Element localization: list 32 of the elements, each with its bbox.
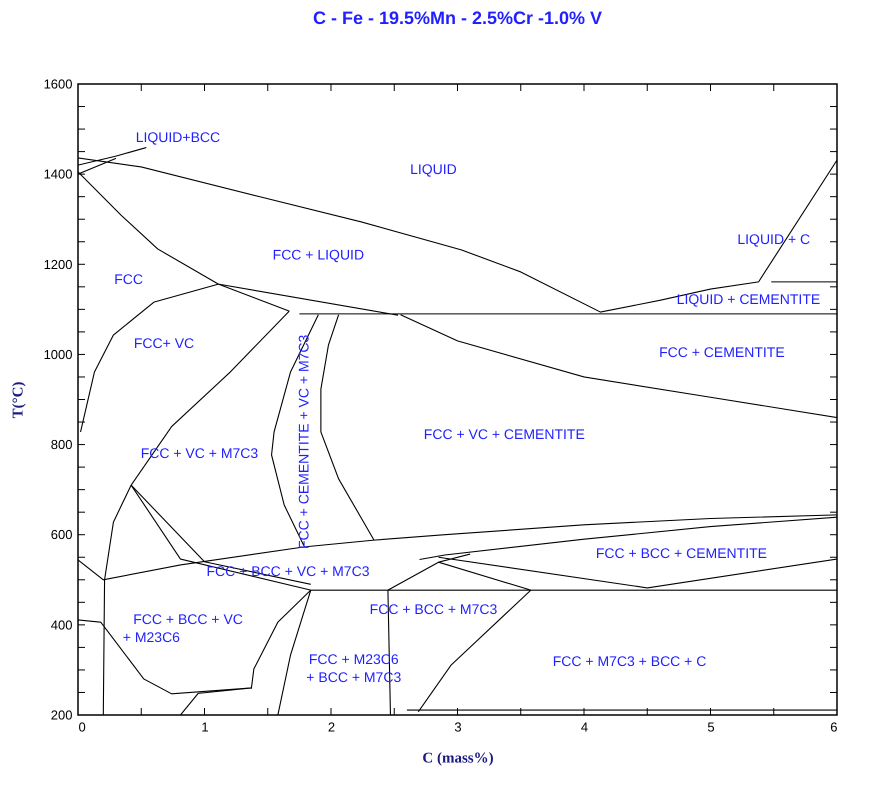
x-tick-label: 5 <box>707 720 715 734</box>
annotation: FCC + BCC + CEMENTITE <box>596 545 767 562</box>
annotation: FCC+ VC <box>134 335 194 352</box>
x-tick-label: 3 <box>454 720 462 734</box>
annotation: FCC + CEMENTITE + VC + M7C3 <box>295 334 312 550</box>
y-tick-label: 800 <box>50 437 72 452</box>
y-tick-label: 400 <box>50 617 72 632</box>
annotation: FCC + M7C3 + BCC + C <box>552 652 706 669</box>
annotation: LIQUID + C <box>737 230 810 247</box>
y-tick-label: 1400 <box>44 166 72 182</box>
x-axis-title: C (mass%) <box>422 750 494 766</box>
annotation: FCC + BCC + VC <box>133 610 243 627</box>
x-tick-label: 2 <box>328 720 336 734</box>
x-tick-label: 0 <box>78 720 86 734</box>
annotation: LIQUID <box>410 161 457 178</box>
y-tick-label: 1000 <box>44 346 72 362</box>
x-tick-label: 6 <box>830 720 838 734</box>
y-axis-title: T(°C) <box>10 382 27 418</box>
x-tick-label: 4 <box>580 720 588 734</box>
annotation: + M23C6 <box>122 628 180 645</box>
annotation: FCC + CEMENTITE <box>659 344 785 360</box>
annotation: LIQUID + CEMENTITE <box>676 290 820 307</box>
y-tick-label: 600 <box>50 527 72 542</box>
chart-title: C - Fe - 19.5%Mn - 2.5%Cr -1.0% V <box>312 8 602 28</box>
y-tick-label: 200 <box>50 708 72 722</box>
y-tick-label: 1200 <box>44 256 72 272</box>
annotation: FCC <box>114 271 143 288</box>
annotation: LIQUID+BCC <box>136 129 220 146</box>
x-tick-label: 1 <box>201 720 209 734</box>
y-tick-label: 1600 <box>44 76 72 92</box>
annotation: FCC + LIQUID <box>272 246 364 263</box>
annotation: FCC + VC + CEMENTITE <box>424 426 585 442</box>
